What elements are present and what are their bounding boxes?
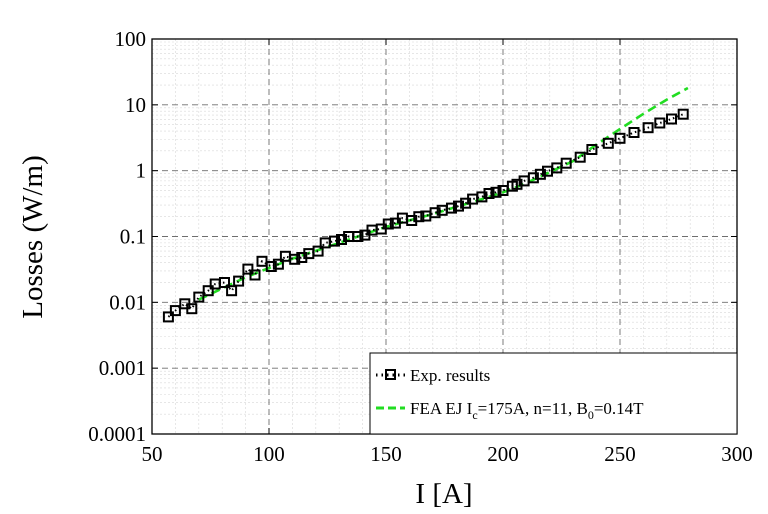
exp-point [193, 291, 205, 303]
legend-exp-marker [385, 369, 396, 380]
x-axis-title: I [A] [415, 478, 472, 510]
exp-point [476, 191, 488, 203]
exp-point [446, 202, 457, 214]
exp-point [677, 108, 689, 120]
legend-exp-label: Exp. results [410, 366, 490, 385]
exp-point [162, 311, 174, 323]
y-axis-title: Losses (W/m) [17, 155, 49, 319]
fea-series [198, 86, 689, 301]
exp-point [560, 157, 572, 169]
exp-point [534, 168, 546, 180]
x-tick-label: 150 [370, 442, 402, 466]
exp-point [219, 277, 230, 288]
exp-point [272, 258, 284, 270]
exp-point [429, 207, 441, 219]
y-tick-label: 0.01 [109, 290, 146, 314]
exp-point [642, 122, 654, 134]
y-tick-label: 1 [136, 159, 147, 183]
exp-point [329, 235, 340, 247]
exp-point [490, 186, 502, 198]
legend: Exp. results FEA EJ Ic=175A, n=11, B0=0.… [369, 352, 738, 435]
exp-series [162, 108, 689, 323]
exp-point [186, 303, 198, 315]
x-tick-label: 250 [604, 442, 636, 466]
y-tick-label: 0.1 [120, 225, 146, 249]
legend-fea-part2: =175A, n=11, B [478, 399, 588, 418]
exp-point [654, 117, 666, 129]
y-tick-label: 0.001 [99, 356, 146, 380]
exp-point [249, 269, 261, 281]
exp-point [602, 137, 614, 149]
exp-point [265, 261, 277, 272]
exp-point [242, 263, 254, 275]
exp-point [352, 231, 364, 242]
exp-point [233, 275, 245, 287]
exp-point [169, 305, 181, 317]
exp-point [453, 200, 464, 212]
exp-point [312, 245, 324, 257]
exp-point [289, 253, 301, 265]
x-tick-label: 300 [721, 442, 753, 466]
exp-point [226, 285, 238, 297]
exp-point [336, 234, 347, 245]
exp-point [413, 211, 425, 223]
legend-fea-part1: FEA EJ I [410, 399, 473, 418]
y-tick-label: 10 [125, 93, 146, 117]
exp-point [574, 151, 586, 163]
fea-line [198, 86, 689, 301]
x-tick-label: 100 [253, 442, 285, 466]
y-tick-label: 100 [115, 27, 147, 51]
legend-fea-part3: =0.14T [594, 399, 644, 418]
exp-point [666, 113, 677, 125]
legend-fea-label: FEA EJ Ic=175A, n=11, B0=0.14T [410, 399, 644, 422]
exp-point [483, 188, 495, 199]
exp-point [628, 127, 640, 138]
x-tick-label: 50 [142, 442, 163, 466]
x-tick-label: 200 [487, 442, 519, 466]
exp-connector [167, 113, 684, 318]
exp-point [511, 178, 523, 190]
exp-point [614, 132, 626, 144]
legend-fea-sub-0: 0 [588, 408, 594, 422]
exp-point [382, 218, 394, 230]
exp-point [202, 285, 214, 297]
legend-fea-sub-c: c [472, 408, 477, 422]
legend-box [369, 352, 738, 435]
y-tick-label: 0.0001 [88, 422, 146, 446]
exp-point [586, 144, 598, 155]
y-axis-ticks: 0.0001 0.001 0.01 0.1 1 10 100 [88, 27, 737, 446]
